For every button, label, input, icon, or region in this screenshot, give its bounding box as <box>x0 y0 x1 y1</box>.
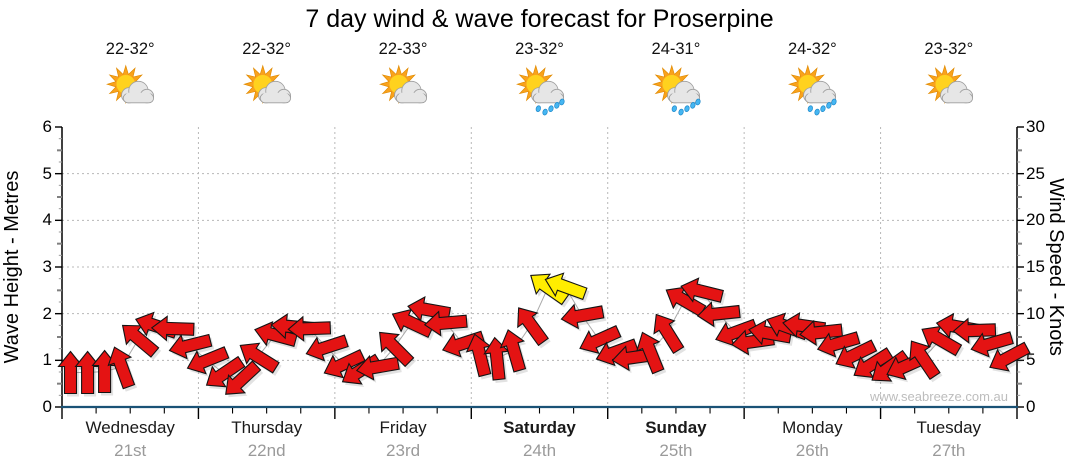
wind-arrow <box>530 273 570 306</box>
day-name-label: Monday <box>782 418 843 437</box>
day-date-label: 22nd <box>247 441 286 460</box>
wind-arrow <box>483 336 510 381</box>
wind-arrow <box>355 354 400 381</box>
sun-cloud-icon <box>106 64 155 104</box>
day-temp-label: 23-32° <box>515 40 564 58</box>
left-axis-tick-label: 4 <box>42 210 52 230</box>
wind-arrow <box>150 315 195 342</box>
day-name-label: Sunday <box>645 418 707 437</box>
day-name-label: Saturday <box>503 418 576 437</box>
wind-arrow <box>254 320 298 348</box>
wind-arrow <box>952 317 997 344</box>
wind-arrow <box>560 303 605 330</box>
wind-arrow <box>323 349 366 379</box>
wind-arrow <box>168 333 213 360</box>
right-axis-tick-label: 30 <box>1026 117 1045 136</box>
wind-arrow <box>579 325 622 355</box>
day-temp-label: 22-33° <box>378 40 428 58</box>
wind-arrow <box>186 346 230 375</box>
wind-arrow <box>653 313 685 355</box>
day-date-label: 27th <box>932 441 966 460</box>
wind-arrow <box>595 338 639 367</box>
wind-arrow <box>391 308 434 339</box>
sun-cloud-icon <box>924 64 973 104</box>
right-axis-tick-label: 5 <box>1026 350 1036 370</box>
sun-cloud-rain-icon <box>788 64 837 116</box>
right-axis-tick-label: 0 <box>1026 397 1036 416</box>
right-axis-tick-label: 20 <box>1026 210 1045 230</box>
page-title: 7 day wind & wave forecast for Proserpin… <box>305 5 774 33</box>
day-name-label: Thursday <box>231 418 303 437</box>
wind-arrow <box>423 310 468 337</box>
wind-arrow <box>305 334 349 362</box>
day-temp-label: 23-32° <box>924 40 974 58</box>
day-temp-label: 24-31° <box>651 40 701 58</box>
left-axis-tick-label: 0 <box>42 397 52 416</box>
day-date-label: 21st <box>114 441 147 460</box>
wind-arrow <box>696 301 741 328</box>
wind-arrow <box>287 315 332 342</box>
sun-cloud-rain-icon <box>515 64 565 116</box>
wind-arrow <box>970 331 1014 358</box>
right-axis-tick-label: 25 <box>1026 163 1045 183</box>
wind-arrow <box>835 339 878 369</box>
wind-arrow <box>205 355 246 388</box>
sun-cloud-rain-icon <box>651 64 701 116</box>
day-temp-label: 22-32° <box>242 40 292 58</box>
wind-arrow <box>239 342 280 374</box>
wind-arrow <box>816 331 861 358</box>
left-axis-tick-label: 3 <box>42 257 52 276</box>
wind-arrow <box>799 319 844 346</box>
day-temp-label: 24-32° <box>787 40 837 58</box>
day-temp-label: 22-32° <box>105 40 155 58</box>
day-date-label: 24th <box>522 441 557 460</box>
wind-arrow <box>517 307 549 347</box>
wind-arrow <box>544 272 588 301</box>
wind-arrow <box>680 277 724 303</box>
wind-arrow <box>636 331 665 375</box>
wind-arrow <box>225 360 262 395</box>
wind-arrow <box>989 341 1031 372</box>
right-axis-tick-label: 10 <box>1026 303 1045 323</box>
wind-arrow <box>748 319 793 346</box>
day-date-label: 23rd <box>386 441 421 460</box>
day-date-label: 25th <box>659 441 693 460</box>
wind-arrow <box>499 329 527 373</box>
wind-arrow <box>407 296 452 322</box>
day-date-label: 26th <box>795 441 829 460</box>
right-axis-tick-label: 15 <box>1026 257 1045 276</box>
sun-cloud-icon <box>242 64 291 104</box>
wind-arrow <box>379 331 415 368</box>
left-axis-tick-label: 5 <box>42 163 52 183</box>
day-name-label: Tuesday <box>916 418 982 437</box>
left-axis-tick-label: 2 <box>42 303 52 323</box>
wind-arrow <box>107 346 136 390</box>
left-axis-tick-label: 6 <box>42 117 52 136</box>
sun-cloud-icon <box>379 64 428 104</box>
left-axis-tick-label: 1 <box>42 350 52 370</box>
watermark: www.seabreeze.com.au <box>869 389 1008 404</box>
day-name-label: Friday <box>379 418 427 437</box>
day-name-label: Wednesday <box>85 418 175 437</box>
